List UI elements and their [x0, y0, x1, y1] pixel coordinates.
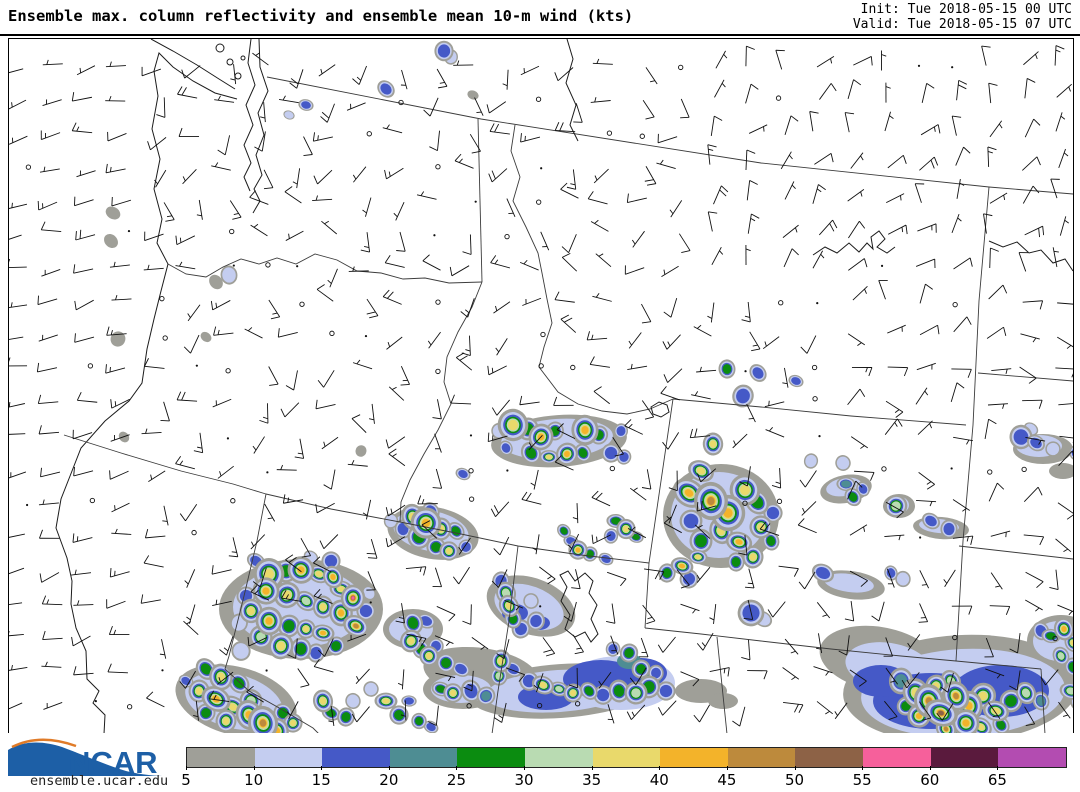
page-title: Ensemble max. column reflectivity and en… — [8, 7, 634, 25]
footer-bar: NCAR ensemble.ucar.edu 5 10 15 20 25 30 35 40 45… — [0, 733, 1080, 792]
colorbar-tick — [794, 766, 796, 770]
wind-barb-layer — [9, 45, 1073, 727]
run-times: Init: Tue 2018-05-15 00 UTC Valid: Tue 2… — [853, 2, 1072, 32]
colorbar-tick — [524, 766, 526, 770]
colorbar — [186, 747, 1067, 768]
colorbar-tick — [388, 766, 390, 770]
colorbar-tick — [929, 766, 931, 770]
coastline — [55, 39, 269, 734]
colorbar-tick-label: 65 — [987, 771, 1007, 789]
ncar-logo-arc — [11, 738, 77, 749]
colorbar-tick-label: 15 — [311, 771, 331, 789]
colorbar-tick-label: 10 — [244, 771, 264, 789]
colorbar-tick-label: 40 — [649, 771, 669, 789]
colorbar-segment — [727, 748, 796, 767]
header-bar: Ensemble max. column reflectivity and en… — [0, 0, 1080, 36]
colorbar-tick — [726, 766, 728, 770]
colorbar-segment — [863, 748, 931, 767]
colorbar-segment — [457, 748, 526, 767]
ncar-logo-text: NCAR — [68, 745, 158, 779]
colorbar-segment — [930, 748, 999, 767]
colorbar-segment — [322, 748, 390, 767]
colorbar-tick — [997, 766, 999, 770]
reflectivity-layer — [104, 40, 1073, 734]
colorbar-tick — [862, 766, 864, 770]
colorbar-segment — [660, 748, 728, 767]
colorbar-tick-label: 55 — [852, 771, 872, 789]
colorbar-segment — [389, 748, 458, 767]
colorbar-segment — [525, 748, 593, 767]
init-time: Init: Tue 2018-05-15 00 UTC — [860, 2, 1072, 17]
colorbar-tick-label: 45 — [717, 771, 737, 789]
map-panel — [8, 38, 1074, 735]
colorbar-segment — [592, 748, 661, 767]
colorbar-tick — [659, 766, 661, 770]
lakes-and-rivers — [559, 39, 1073, 643]
colorbar-tick-label: 50 — [784, 771, 805, 789]
colorbar-tick — [253, 766, 255, 770]
site-url: ensemble.ucar.edu — [30, 773, 169, 789]
colorbar-segment — [998, 748, 1066, 767]
valid-time: Valid: Tue 2018-05-15 07 UTC — [852, 17, 1072, 32]
colorbar-tick-label: 5 — [181, 771, 191, 789]
colorbar-tick-label: 30 — [514, 771, 534, 789]
colorbar-tick — [186, 766, 187, 770]
colorbar-tick-label: 60 — [920, 771, 940, 789]
ncar-logo-swoosh — [8, 742, 166, 776]
colorbar-tick-label: 20 — [379, 771, 399, 789]
colorbar-tick — [321, 766, 323, 770]
colorbar-tick — [456, 766, 458, 770]
colorbar-segment — [795, 748, 864, 767]
colorbar-segment — [254, 748, 323, 767]
colorbar-tick — [591, 766, 593, 770]
colorbar-tick-label: 25 — [446, 771, 466, 789]
state-borders — [63, 76, 1073, 734]
colorbar-tick-label: 35 — [582, 771, 602, 789]
ncar-logo: NCAR — [8, 738, 166, 779]
colorbar-segment — [187, 748, 255, 767]
